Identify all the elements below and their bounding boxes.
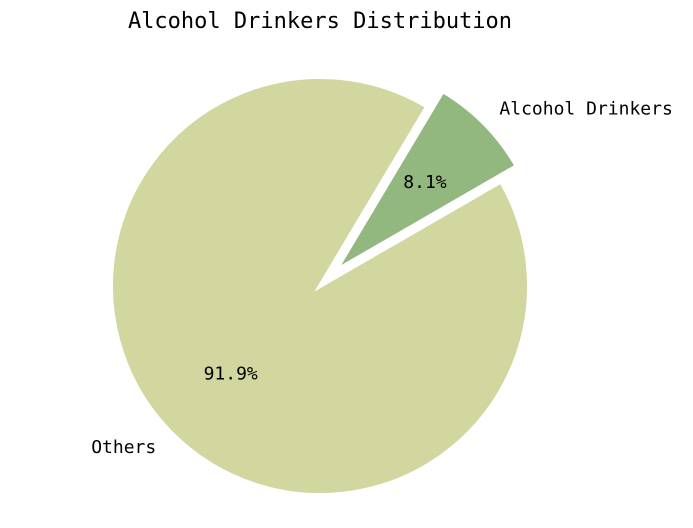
pct-label-others: 91.9%: [204, 364, 258, 385]
pie-slice-alcohol-drinkers: [330, 88, 520, 277]
slice-label-others: Others: [91, 437, 156, 458]
pie-slice-others: [109, 75, 531, 497]
chart-title: Alcohol Drinkers Distribution: [128, 9, 512, 34]
slice-label-alcohol-drinkers: Alcohol Drinkers: [499, 99, 672, 120]
slices-layer: [109, 75, 531, 497]
labels-layer: 8.1% Alcohol Drinkers 91.9% Others: [91, 99, 673, 458]
pct-label-alcohol-drinkers: 8.1%: [403, 172, 447, 193]
